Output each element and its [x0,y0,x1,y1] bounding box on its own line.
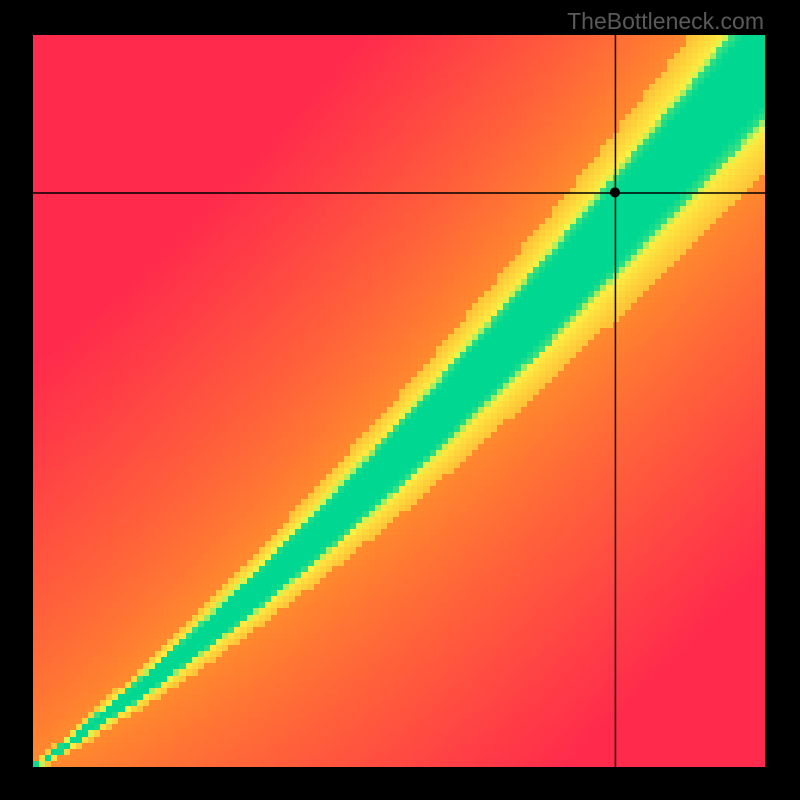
watermark-text: TheBottleneck.com [567,8,764,35]
crosshair-overlay [33,35,765,767]
chart-container: { "watermark": { "text": "TheBottleneck.… [0,0,800,800]
